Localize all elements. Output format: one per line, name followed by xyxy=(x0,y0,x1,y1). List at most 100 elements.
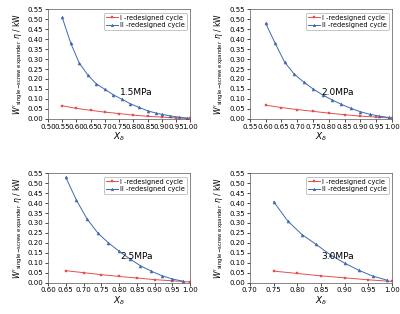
II -redesigned cycle xyxy=(95,231,100,235)
I -redesigned cycle xyxy=(117,112,122,116)
II -redesigned cycle xyxy=(120,97,124,101)
II -redesigned cycle xyxy=(60,15,65,19)
X-axis label: $X_\delta$: $X_\delta$ xyxy=(315,131,327,143)
I -redesigned cycle xyxy=(174,116,178,120)
II -redesigned cycle xyxy=(328,253,333,257)
I -redesigned cycle xyxy=(152,278,157,282)
Line: I -redesigned cycle: I -redesigned cycle xyxy=(264,104,393,120)
II -redesigned cycle xyxy=(128,102,133,106)
I -redesigned cycle xyxy=(295,272,300,275)
X-axis label: $X_\delta$: $X_\delta$ xyxy=(113,295,125,307)
II -redesigned cycle xyxy=(330,98,334,102)
II -redesigned cycle xyxy=(386,116,391,119)
I -redesigned cycle xyxy=(390,116,394,120)
I -redesigned cycle xyxy=(145,114,150,118)
Text: 2.5MPa: 2.5MPa xyxy=(120,252,152,261)
Line: II -redesigned cycle: II -redesigned cycle xyxy=(264,22,390,119)
II -redesigned cycle xyxy=(85,217,90,221)
II -redesigned cycle xyxy=(271,200,276,203)
Line: I -redesigned cycle: I -redesigned cycle xyxy=(64,269,192,284)
II -redesigned cycle xyxy=(154,111,158,115)
I -redesigned cycle xyxy=(99,273,104,277)
I -redesigned cycle xyxy=(131,113,136,117)
Y-axis label: $W'_{\rm single\!-\!screw\ expander}\ \eta$ / kW: $W'_{\rm single\!-\!screw\ expander}\ \e… xyxy=(213,13,226,115)
II -redesigned cycle xyxy=(320,93,325,97)
I -redesigned cycle xyxy=(271,269,276,273)
II -redesigned cycle xyxy=(263,21,268,25)
I -redesigned cycle xyxy=(102,110,107,114)
II -redesigned cycle xyxy=(273,41,278,45)
II -redesigned cycle xyxy=(138,264,143,268)
Line: I -redesigned cycle: I -redesigned cycle xyxy=(61,104,192,120)
X-axis label: $X_\delta$: $X_\delta$ xyxy=(113,131,125,143)
I -redesigned cycle xyxy=(342,276,347,280)
I -redesigned cycle xyxy=(263,103,268,107)
II -redesigned cycle xyxy=(385,278,390,282)
II -redesigned cycle xyxy=(68,41,73,45)
II -redesigned cycle xyxy=(314,243,318,246)
I -redesigned cycle xyxy=(366,278,371,282)
II -redesigned cycle xyxy=(181,279,186,283)
II -redesigned cycle xyxy=(77,61,82,65)
II -redesigned cycle xyxy=(74,198,79,202)
II -redesigned cycle xyxy=(282,60,287,64)
II -redesigned cycle xyxy=(102,87,107,91)
I -redesigned cycle xyxy=(295,108,300,111)
Y-axis label: $W'_{\rm single\!-\!screw\ expander}\ \eta$ / kW: $W'_{\rm single\!-\!screw\ expander}\ \e… xyxy=(12,13,25,115)
II -redesigned cycle xyxy=(136,106,141,109)
I -redesigned cycle xyxy=(188,116,192,120)
I -redesigned cycle xyxy=(342,113,347,116)
Line: II -redesigned cycle: II -redesigned cycle xyxy=(272,200,389,282)
II -redesigned cycle xyxy=(149,269,154,273)
II -redesigned cycle xyxy=(106,241,111,245)
I -redesigned cycle xyxy=(279,106,284,110)
I -redesigned cycle xyxy=(358,114,363,118)
I -redesigned cycle xyxy=(390,279,394,283)
I -redesigned cycle xyxy=(81,271,86,274)
I -redesigned cycle xyxy=(311,110,316,113)
II -redesigned cycle xyxy=(301,80,306,84)
II -redesigned cycle xyxy=(285,219,290,223)
II -redesigned cycle xyxy=(358,110,363,114)
I -redesigned cycle xyxy=(60,104,65,108)
II -redesigned cycle xyxy=(170,277,175,281)
II -redesigned cycle xyxy=(145,109,150,113)
II -redesigned cycle xyxy=(348,106,353,110)
II -redesigned cycle xyxy=(339,102,344,106)
II -redesigned cycle xyxy=(368,112,372,116)
II -redesigned cycle xyxy=(111,93,116,97)
II -redesigned cycle xyxy=(311,87,316,91)
I -redesigned cycle xyxy=(326,111,331,115)
Legend: I -redesigned cycle, II -redesigned cycle: I -redesigned cycle, II -redesigned cycl… xyxy=(104,177,187,194)
I -redesigned cycle xyxy=(188,280,192,284)
I -redesigned cycle xyxy=(134,276,139,280)
II -redesigned cycle xyxy=(159,112,164,116)
Text: 3.0MPa: 3.0MPa xyxy=(322,252,354,261)
X-axis label: $X_\delta$: $X_\delta$ xyxy=(315,295,327,307)
I -redesigned cycle xyxy=(74,106,79,110)
Line: II -redesigned cycle: II -redesigned cycle xyxy=(64,176,184,283)
II -redesigned cycle xyxy=(159,274,164,278)
I -redesigned cycle xyxy=(117,274,122,278)
I -redesigned cycle xyxy=(63,269,68,273)
II -redesigned cycle xyxy=(117,249,122,253)
II -redesigned cycle xyxy=(127,257,132,261)
Y-axis label: $W'_{\rm single\!-\!screw\ expander}\ \eta$ / kW: $W'_{\rm single\!-\!screw\ expander}\ \e… xyxy=(12,177,25,279)
II -redesigned cycle xyxy=(371,274,376,278)
II -redesigned cycle xyxy=(342,261,347,265)
Line: I -redesigned cycle: I -redesigned cycle xyxy=(272,270,393,283)
Text: 2.0MPa: 2.0MPa xyxy=(322,88,354,97)
II -redesigned cycle xyxy=(86,73,90,77)
II -redesigned cycle xyxy=(377,114,382,118)
II -redesigned cycle xyxy=(356,268,361,272)
II -redesigned cycle xyxy=(168,114,173,118)
I -redesigned cycle xyxy=(88,108,93,112)
II -redesigned cycle xyxy=(94,82,99,86)
II -redesigned cycle xyxy=(176,115,181,119)
II -redesigned cycle xyxy=(63,176,68,179)
II -redesigned cycle xyxy=(300,233,304,236)
I -redesigned cycle xyxy=(374,115,379,119)
Text: 1.5MPa: 1.5MPa xyxy=(120,88,152,97)
II -redesigned cycle xyxy=(292,72,296,76)
Legend: I -redesigned cycle, II -redesigned cycle: I -redesigned cycle, II -redesigned cycl… xyxy=(104,13,187,30)
